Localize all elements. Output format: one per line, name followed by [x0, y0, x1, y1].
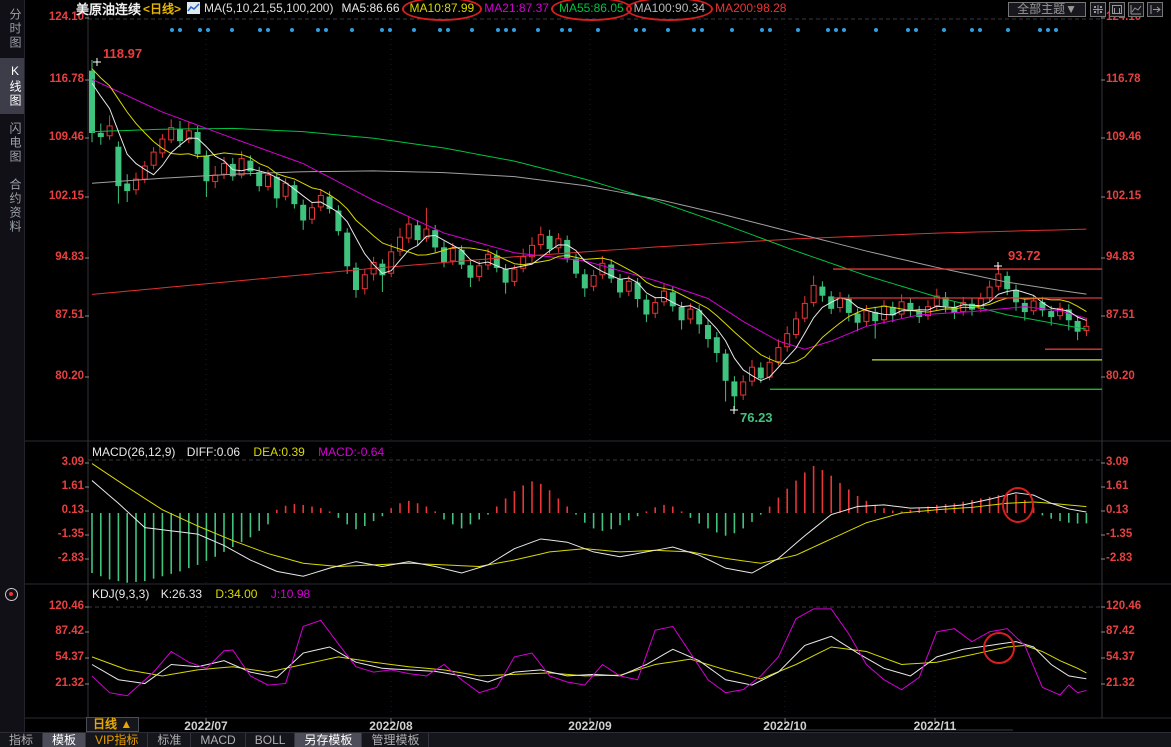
toolbar-tab-2[interactable]: VIP指标 — [86, 733, 149, 747]
macd-axis-right-3: -1.35 — [1106, 528, 1133, 540]
ma-value-0: MA5:86.66 — [341, 1, 400, 15]
ma-value-3: MA55:86.05 — [558, 1, 624, 15]
macd-axis-right-2: 0.13 — [1106, 504, 1129, 516]
macd-axis-left-4: -2.83 — [57, 552, 84, 564]
kdj-k-value: K:26.33 — [160, 587, 203, 601]
main-axis-right-2: 109.46 — [1106, 131, 1142, 143]
macd-diff-value: DIFF:0.06 — [186, 445, 241, 459]
macd-header: MACD(26,12,9) DIFF:0.06 DEA:0.39 MACD:-0… — [92, 445, 384, 459]
ma-params-label: MA(5,10,21,55,100,200) — [204, 1, 334, 15]
kdj-axis-left-3: 21.32 — [55, 677, 84, 689]
main-axis-left-4: 94.83 — [55, 251, 84, 263]
period-selector[interactable]: 日线 ▲ — [86, 717, 140, 732]
low-price-annotation: 76.23 — [740, 410, 773, 425]
main-axis-right-4: 94.83 — [1106, 251, 1135, 263]
chart-header: 美原油连续 <日线> MA(5,10,21,55,100,200) MA5:86… — [24, 0, 1171, 17]
left-sidebar: 分时图 K线图闪电图合约资料 — [0, 0, 25, 747]
main-axis-left-1: 116.78 — [49, 73, 84, 85]
main-axis-right-5: 87.51 — [1106, 309, 1135, 321]
date-label-4: 2022/11 — [913, 719, 957, 733]
kdj-axis-right-1: 87.42 — [1106, 625, 1135, 637]
sidebar-item-3[interactable]: 合约资料 — [8, 178, 22, 234]
kdj-cross-circle-annotation — [983, 632, 1015, 664]
toolbar-tab-5[interactable]: BOLL — [246, 733, 296, 747]
sidebar-item-2[interactable]: 闪电图 — [8, 122, 22, 164]
kdj-axis-right-0: 120.46 — [1106, 600, 1142, 612]
kdj-axis-left-1: 87.42 — [55, 625, 84, 637]
kdj-axis-left-2: 54.37 — [55, 651, 84, 663]
main-axis-right-3: 102.15 — [1106, 190, 1142, 202]
toolbar-tab-4[interactable]: MACD — [191, 733, 246, 747]
ma-value-4: MA100:90.34 — [633, 1, 706, 15]
toolbar-tab-7[interactable]: 管理模板 — [362, 733, 430, 747]
kdj-axis-right-2: 54.37 — [1106, 651, 1135, 663]
header-icon-buttons — [1090, 2, 1163, 17]
sidebar-item-0[interactable]: 分时图 — [8, 8, 22, 50]
main-axis-left-5: 87.51 — [55, 309, 84, 321]
compare-chart-icon[interactable] — [1128, 2, 1144, 17]
kdj-j-value: J:10.98 — [270, 587, 311, 601]
recent-high-annotation: 93.72 — [1008, 248, 1041, 263]
ma-value-1: MA10:87.99 — [409, 1, 475, 15]
period-bracket: <日线> — [143, 1, 182, 16]
crosshair-icon[interactable] — [1090, 2, 1106, 17]
main-axis-left-0: 124.10 — [48, 11, 84, 23]
macd-dea-value: DEA:0.39 — [253, 445, 305, 459]
macd-axis-right-4: -2.83 — [1106, 552, 1133, 564]
ma-value-2: MA21:87.37 — [484, 1, 549, 15]
theme-dropdown[interactable]: 全部主题▼ — [1008, 2, 1086, 17]
kdj-title: KDJ(9,3,3) — [92, 587, 150, 601]
main-axis-right-6: 80.20 — [1106, 370, 1135, 382]
macd-axis-left-2: 0.13 — [61, 504, 84, 516]
mini-chart-icon — [187, 2, 201, 14]
macd-axis-left-1: 1.61 — [61, 480, 84, 492]
instrument-name: 美原油连续 — [76, 1, 142, 17]
toolbar-tab-3[interactable]: 标准 — [148, 733, 192, 747]
kdj-axis-left-0: 120.46 — [48, 600, 84, 612]
high-price-annotation: 118.97 — [103, 46, 143, 61]
macd-axis-right-0: 3.09 — [1106, 456, 1129, 468]
date-label-3: 2022/10 — [763, 719, 807, 733]
kdj-header: KDJ(9,3,3) K:26.33 D:34.00 J:10.98 — [92, 587, 310, 601]
toolbar-tab-1[interactable]: 模板 — [43, 733, 87, 747]
bottom-toolbar: 指标 模板 VIP指标 标准 MACD BOLL 另存模板 管理模板 — [0, 732, 1171, 747]
macd-axis-left-3: -1.35 — [57, 528, 84, 540]
date-label-1: 2022/08 — [369, 719, 413, 733]
indicator-settings-icon[interactable] — [5, 588, 18, 601]
macd-cross-circle-annotation — [1002, 487, 1034, 523]
macd-macd-value: MACD:-0.64 — [318, 445, 385, 459]
main-axis-right-1: 116.78 — [1106, 73, 1141, 85]
sidebar-item-1[interactable]: K线图 — [0, 58, 24, 114]
main-axis-left-6: 80.20 — [55, 370, 84, 382]
page-forward-icon[interactable] — [1147, 2, 1163, 17]
date-label-2: 2022/09 — [568, 719, 612, 733]
region-zoom-icon[interactable] — [1109, 2, 1125, 17]
macd-title: MACD(26,12,9) — [92, 445, 176, 459]
kdj-axis-right-3: 21.32 — [1106, 677, 1135, 689]
macd-axis-left-0: 3.09 — [61, 456, 84, 468]
header-controls: 全部主题▼ — [1008, 2, 1163, 17]
main-axis-left-2: 109.46 — [48, 131, 84, 143]
date-label-0: 2022/07 — [184, 719, 228, 733]
kdj-d-value: D:34.00 — [215, 587, 258, 601]
main-axis-left-3: 102.15 — [48, 190, 84, 202]
toolbar-tab-0[interactable]: 指标 — [0, 733, 44, 747]
toolbar-tab-6[interactable]: 另存模板 — [295, 733, 363, 747]
macd-axis-right-1: 1.61 — [1106, 480, 1129, 492]
ma-values: MA5:86.66 MA10:87.99 MA21:87.37 MA55:86.05 M… — [341, 1, 796, 15]
ma-value-5: MA200:98.28 — [715, 1, 787, 15]
